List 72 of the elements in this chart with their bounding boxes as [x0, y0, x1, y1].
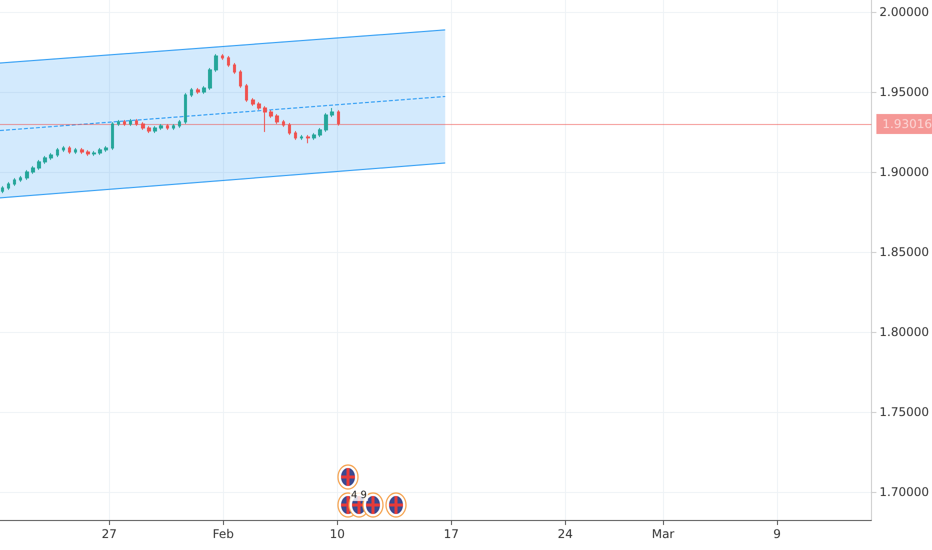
- candlestick: [318, 128, 322, 138]
- candlestick: [80, 148, 84, 154]
- candlestick: [251, 98, 255, 106]
- x-tick-label: 9: [773, 527, 781, 541]
- candlestick: [7, 182, 10, 190]
- candlestick: [56, 148, 59, 158]
- candlestick: [98, 148, 102, 156]
- candlestick: [141, 122, 145, 130]
- candlestick: [300, 134, 303, 140]
- candlestick: [178, 120, 181, 128]
- candlestick: [233, 62, 236, 74]
- candlestick: [135, 118, 138, 126]
- candlestick: [337, 110, 340, 126]
- candlestick: [330, 108, 334, 118]
- candlestick: [43, 156, 47, 164]
- candlestick: [13, 178, 16, 186]
- candlestick: [159, 124, 163, 130]
- candlestick: [269, 110, 273, 118]
- ref-line-label: 1.93016: [882, 117, 932, 131]
- candlestick: [202, 86, 206, 94]
- candlestick: [190, 88, 193, 98]
- candlestick: [19, 176, 22, 182]
- x-tick-label: 17: [444, 527, 459, 541]
- y-tick-label: 1.90000: [879, 165, 929, 179]
- candlestick: [184, 92, 187, 124]
- candlestick: [153, 126, 157, 134]
- x-tick-label: Feb: [212, 527, 234, 541]
- candlestick: [104, 146, 108, 152]
- x-tick-label: 27: [102, 527, 117, 541]
- candlestick: [196, 88, 200, 94]
- candlestick: [208, 68, 212, 90]
- x-tick-label: 10: [330, 527, 345, 541]
- candlestick: [214, 54, 218, 72]
- candlestick: [68, 146, 71, 154]
- candlestick: [263, 106, 267, 132]
- candlestick: [312, 132, 316, 140]
- candlestick: [37, 160, 41, 170]
- candlestick: [1, 186, 4, 194]
- candlestick: [111, 122, 114, 150]
- y-tick-label: 1.80000: [879, 325, 929, 339]
- candlestick: [275, 114, 279, 124]
- y-tick-label: 1.75000: [879, 405, 929, 419]
- y-tick-label: 1.70000: [879, 485, 929, 499]
- candlestick: [25, 170, 29, 180]
- candlestick: [239, 70, 242, 88]
- candlestick: [31, 166, 35, 174]
- candlestick: [74, 148, 77, 154]
- candlestick: [306, 134, 310, 144]
- annotation: 4 9: [350, 490, 368, 501]
- candlestick: [282, 120, 285, 128]
- candlestick: [92, 150, 96, 156]
- candlestick: [324, 112, 328, 132]
- candlestick: [86, 150, 90, 156]
- y-tick-label: 1.85000: [879, 245, 929, 259]
- candlestick: [147, 126, 151, 134]
- x-tick-label: Mar: [652, 527, 674, 541]
- x-tick-label: 24: [558, 527, 573, 541]
- y-tick-label: 1.95000: [879, 85, 929, 99]
- candlestick: [129, 118, 132, 126]
- candlestick: [172, 124, 175, 130]
- candlestick: [288, 122, 291, 136]
- candlestick: [294, 130, 297, 140]
- candlestick: [49, 152, 53, 160]
- y-tick-label: 2.00000: [879, 5, 929, 19]
- candlestick: [117, 120, 120, 126]
- candlestick: [257, 102, 261, 110]
- candlestick: [166, 124, 169, 130]
- candlestick: [227, 56, 230, 68]
- candlestick: [62, 146, 65, 152]
- candlestick: [221, 54, 224, 60]
- candlestick: [245, 84, 248, 102]
- candlestick: [123, 120, 126, 126]
